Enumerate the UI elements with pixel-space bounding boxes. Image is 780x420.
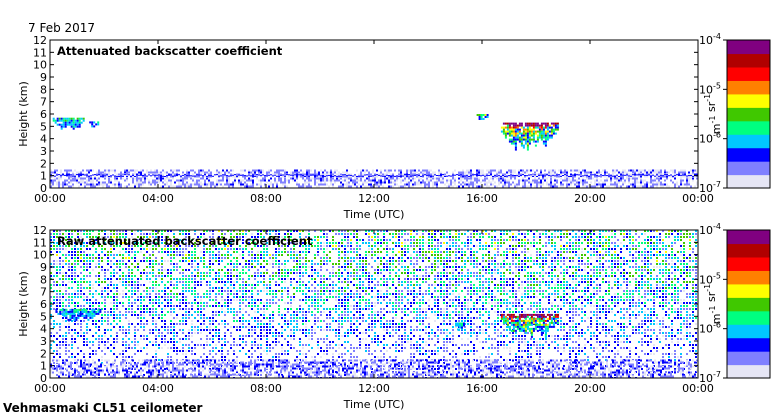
colorbar-segment	[727, 161, 770, 176]
y-tick-label: 3	[40, 145, 47, 158]
y-tick-label: 4	[40, 323, 47, 336]
colorbar-tick-label: 10-4	[699, 32, 721, 47]
y-tick-label: 3	[40, 335, 47, 348]
y-tick-label: 6	[40, 108, 47, 121]
colorbar-tick-label: 10-6	[699, 321, 721, 336]
x-tick-label: 08:00	[250, 382, 282, 395]
instrument-label: Vehmasmaki CL51 ceilometer	[3, 401, 203, 415]
y-tick-label: 8	[40, 273, 47, 286]
x-tick-label: 16:00	[466, 382, 498, 395]
y-tick-label: 2	[40, 157, 47, 170]
y-tick-label: 10	[33, 59, 47, 72]
colorbar-segment	[727, 40, 770, 55]
colorbar-tick-label: 10-6	[699, 131, 721, 146]
x-tick-label: 12:00	[358, 382, 390, 395]
colorbar-segment	[727, 53, 770, 68]
y-tick-label: 12	[33, 34, 47, 47]
date-label: 7 Feb 2017	[28, 21, 96, 35]
y-tick-label: 7	[40, 96, 47, 109]
x-axis-label: Time (UTC)	[343, 398, 405, 411]
colorbar-segment	[727, 297, 770, 312]
x-tick-label: 08:00	[250, 192, 282, 205]
y-tick-label: 11	[33, 236, 47, 249]
y-tick-label: 1	[40, 170, 47, 183]
plot-area-1	[50, 40, 698, 188]
colorbar-segment	[727, 324, 770, 339]
colorbar-segment	[727, 120, 770, 135]
y-tick-label: 5	[40, 120, 47, 133]
x-tick-label: 00:00	[682, 192, 714, 205]
x-tick-label: 20:00	[574, 382, 606, 395]
y-tick-label: 0	[40, 182, 47, 195]
heatmap-cells-1	[50, 114, 698, 188]
y-tick-label: 12	[33, 224, 47, 237]
y-tick-label: 5	[40, 310, 47, 323]
colorbar-frame-2	[726, 229, 771, 379]
x-tick-label: 00:00	[34, 192, 66, 205]
colorbar-segment	[727, 174, 770, 189]
colorbar-segment	[727, 107, 770, 122]
x-tick-label: 04:00	[142, 192, 174, 205]
colorbar-segment	[727, 310, 770, 325]
y-tick-label: 9	[40, 261, 47, 274]
colorbar-segment	[727, 351, 770, 366]
colorbar-tick-label: 10-5	[699, 271, 721, 286]
colorbar-label: m-1 sr-1	[703, 94, 723, 134]
x-tick-label: 20:00	[574, 192, 606, 205]
colorbar-segment	[727, 66, 770, 81]
y-tick-label: 9	[40, 71, 47, 84]
y-tick-label: 8	[40, 83, 47, 96]
colorbar-tick-label: 10-4	[699, 222, 721, 237]
x-tick-label: 04:00	[142, 382, 174, 395]
colorbar-segment	[727, 243, 770, 258]
colorbar-segment	[727, 230, 770, 245]
y-axis-label: Height (km)	[17, 81, 30, 147]
x-tick-label: 00:00	[34, 382, 66, 395]
colorbar-tick-label: 10-7	[699, 180, 721, 195]
colorbar-segment	[727, 270, 770, 285]
colorbar-frame-1	[726, 39, 771, 189]
x-tick-label: 00:00	[682, 382, 714, 395]
colorbar-tick-label: 10-5	[699, 81, 721, 96]
y-axis-label: Height (km)	[17, 271, 30, 337]
x-tick-label: 16:00	[466, 192, 498, 205]
colorbar-segment	[727, 80, 770, 95]
colorbar-segment	[727, 337, 770, 352]
y-tick-label: 4	[40, 133, 47, 146]
panel-title-2: Raw attenuated backscatter coefficient	[57, 234, 313, 248]
colorbar-segment	[727, 134, 770, 149]
heatmap-cells-2	[50, 230, 698, 378]
y-tick-label: 0	[40, 372, 47, 385]
x-tick-label: 12:00	[358, 192, 390, 205]
y-tick-label: 7	[40, 286, 47, 299]
colorbar-segment	[727, 147, 770, 162]
y-tick-label: 2	[40, 347, 47, 360]
panel-title-1: Attenuated backscatter coefficient	[57, 44, 283, 58]
y-tick-label: 10	[33, 249, 47, 262]
y-tick-label: 1	[40, 360, 47, 373]
colorbar-tick-label: 10-7	[699, 370, 721, 385]
colorbar-segment	[727, 256, 770, 271]
y-tick-label: 6	[40, 298, 47, 311]
colorbar-segment	[727, 364, 770, 379]
colorbar-segment	[727, 283, 770, 298]
colorbar-segment	[727, 93, 770, 108]
colorbar-label: m-1 sr-1	[703, 284, 723, 324]
x-axis-label: Time (UTC)	[343, 208, 405, 221]
y-tick-label: 11	[33, 46, 47, 59]
